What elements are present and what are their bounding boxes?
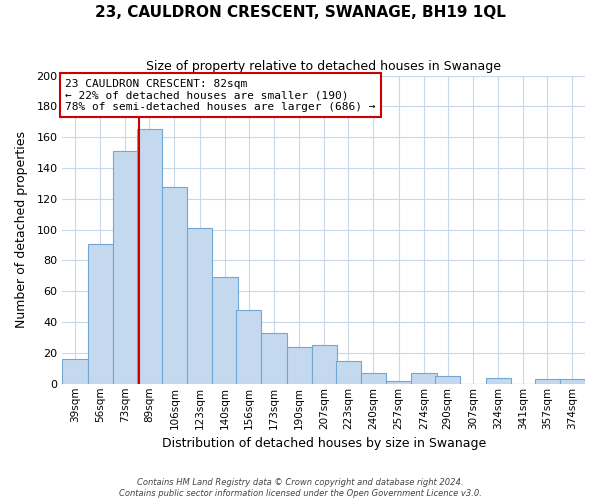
Bar xyxy=(535,379,560,384)
Bar xyxy=(386,380,411,384)
Text: 23, CAULDRON CRESCENT, SWANAGE, BH19 1QL: 23, CAULDRON CRESCENT, SWANAGE, BH19 1QL xyxy=(95,5,505,20)
Bar xyxy=(212,278,238,384)
Bar xyxy=(435,376,460,384)
Bar xyxy=(162,186,187,384)
X-axis label: Distribution of detached houses by size in Swanage: Distribution of detached houses by size … xyxy=(161,437,486,450)
Title: Size of property relative to detached houses in Swanage: Size of property relative to detached ho… xyxy=(146,60,501,73)
Bar xyxy=(113,151,138,384)
Bar xyxy=(261,333,287,384)
Bar xyxy=(485,378,511,384)
Bar xyxy=(312,345,337,384)
Y-axis label: Number of detached properties: Number of detached properties xyxy=(15,131,28,328)
Bar xyxy=(62,359,88,384)
Bar xyxy=(361,373,386,384)
Bar xyxy=(137,130,162,384)
Bar xyxy=(236,310,261,384)
Bar xyxy=(560,379,585,384)
Bar xyxy=(287,347,312,384)
Bar xyxy=(335,360,361,384)
Bar xyxy=(187,228,212,384)
Text: Contains HM Land Registry data © Crown copyright and database right 2024.
Contai: Contains HM Land Registry data © Crown c… xyxy=(119,478,481,498)
Bar xyxy=(88,244,113,384)
Text: 23 CAULDRON CRESCENT: 82sqm
← 22% of detached houses are smaller (190)
78% of se: 23 CAULDRON CRESCENT: 82sqm ← 22% of det… xyxy=(65,78,376,112)
Bar xyxy=(411,373,437,384)
